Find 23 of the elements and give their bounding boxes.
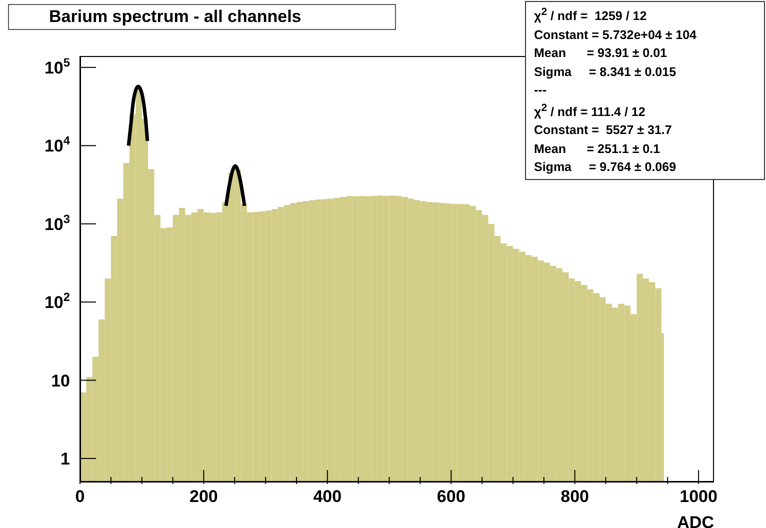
x-tick-label: 0 xyxy=(75,487,85,506)
title-box: Barium spectrum - all channels xyxy=(8,4,396,30)
x-tick-label: 400 xyxy=(313,487,342,506)
x-tick-label: 1000 xyxy=(680,487,718,506)
x-tick-label: 600 xyxy=(436,487,466,506)
annotation: Mean = 93.91 ± 0.01 xyxy=(534,45,668,62)
y-tick-label: 10$^{3}$ xyxy=(44,212,70,234)
annotation: χ$^{2}$ / ndf = 111.4 / 12 xyxy=(534,102,646,121)
text: Constant = 5.732e+04 ± 104 xyxy=(534,28,697,42)
y-tick-label: 10$^{2}$ xyxy=(44,290,70,312)
y-tick-label: 10$^{5}$ xyxy=(44,55,70,78)
y-tick-label: 10 xyxy=(51,371,70,390)
annotation: Constant = 5527 ± 31.7 xyxy=(534,122,673,140)
x-tick-label: 800 xyxy=(560,487,590,506)
text: χ$^{2}$ / ndf = 1259 / 12 xyxy=(534,7,647,24)
y-tick-label: 10$^{4}$ xyxy=(44,134,70,156)
y-tick-label: 1 xyxy=(60,449,70,468)
x-axis-title: ADC xyxy=(677,513,714,528)
annotation: Sigma = 8.341 ± 0.015 xyxy=(534,64,678,81)
annotation: --- xyxy=(534,82,548,100)
annotation: Sigma = 9.764 ± 0.069 xyxy=(534,159,678,176)
annotation: Mean = 251.1 ± 0.1 xyxy=(534,140,662,158)
x-tick-label: 200 xyxy=(190,487,218,506)
